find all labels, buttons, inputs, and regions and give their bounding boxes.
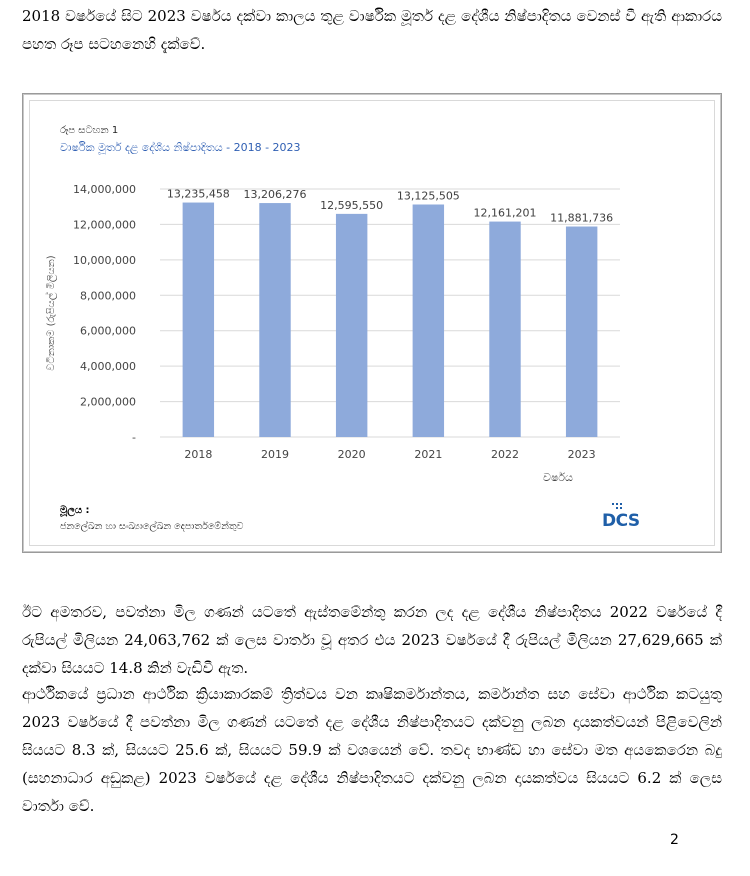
y-tick-label: 2,000,000 (80, 396, 136, 409)
x-axis-title: වර්ෂය (543, 471, 573, 484)
figure-title: වාර්ෂික මූර්ත දළ දේශීය නිෂ්පාදිතය - 2018… (60, 141, 301, 154)
data-label: 13,235,458 (167, 188, 230, 201)
x-tick-label: 2023 (568, 448, 596, 461)
x-tick-label: 2020 (338, 448, 366, 461)
paragraph-nominal-gdp: ඊට අමතරව, පවත්නා මිල ගණන් යටතේ ඇස්තමේන්ත… (22, 603, 722, 677)
gdp-bar-chart: - 2,000,000 4,000,000 6,000,000 8,000,000 10,… (44, 183, 620, 484)
bar (182, 202, 215, 437)
page-number: 2 (670, 832, 679, 848)
x-tick-label: 2018 (184, 448, 212, 461)
y-tick-label: - (132, 431, 136, 444)
source-text: ජනලේඛන හා සංඛ්‍යාලේඛන දෙපාර්තමේන්තුව (60, 521, 244, 532)
y-tick-label: 4,000,000 (80, 360, 136, 373)
data-label: 13,125,505 (397, 189, 460, 202)
y-tick-label: 8,000,000 (80, 289, 136, 302)
y-tick-label: 12,000,000 (73, 218, 136, 231)
data-label: 13,206,276 (244, 188, 307, 201)
logo-text: DCS (602, 511, 640, 531)
data-label: 12,595,550 (320, 199, 383, 212)
y-tick-label: 10,000,000 (73, 254, 136, 267)
bar (489, 221, 521, 437)
chart-panel: රූප සටහන 1 වාර්ෂික මූර්ත දළ දේශීය නිෂ්පා… (29, 100, 715, 546)
intro-paragraph: 2018 වර්ෂයේ සිට 2023 වර්ෂය දක්වා කාලය තු… (22, 7, 722, 53)
source-label: මූලය : (60, 505, 90, 516)
bar (259, 203, 291, 437)
y-tick-label: 14,000,000 (73, 183, 136, 196)
dcs-logo: DCS (602, 503, 650, 533)
bar (565, 226, 598, 437)
logo-dots-icon (612, 503, 622, 509)
bar (335, 213, 368, 437)
x-tick-label: 2019 (261, 448, 289, 461)
data-label: 11,881,736 (550, 212, 613, 225)
bar (412, 204, 445, 437)
x-tick-label: 2022 (491, 448, 519, 461)
y-tick-label: 6,000,000 (80, 325, 136, 338)
figure-label: රූප සටහන 1 (60, 125, 119, 136)
y-axis-title: වටිනාකම (රුපියල් මිලියන) (44, 255, 57, 370)
data-label: 12,161,201 (474, 207, 537, 220)
x-tick-label: 2021 (414, 448, 442, 461)
figure-frame: රූප සටහන 1 වාර්ෂික මූර්ත දළ දේශීය නිෂ්පා… (22, 93, 722, 553)
paragraph-sector-contribution: ආර්ථිකයේ ප්‍රධාන ආර්ථික ක්‍රියාකාරකම් ත්… (22, 685, 722, 815)
